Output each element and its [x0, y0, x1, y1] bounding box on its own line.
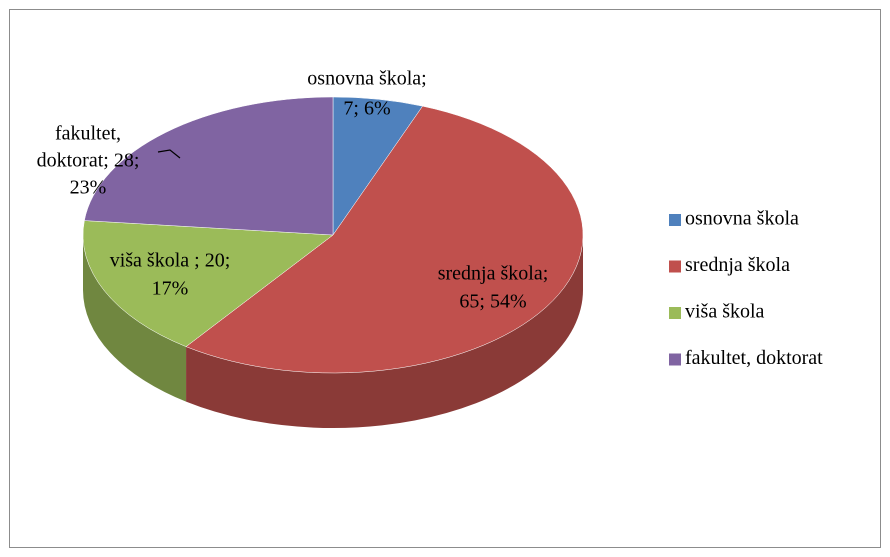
- data-label: 7; 6%: [343, 98, 390, 120]
- leader-line: [157, 149, 181, 159]
- data-labels: osnovna škola; 7; 6% srednja škola; 65; 54%…: [37, 68, 549, 313]
- legend-swatch: [669, 353, 681, 366]
- data-label: osnovna škola;: [307, 68, 426, 90]
- legend-swatch: [669, 307, 681, 319]
- data-label: 23%: [70, 177, 107, 199]
- slice-side: [83, 235, 187, 402]
- slice-side: [186, 235, 583, 429]
- legend-label: srednja škola: [685, 254, 790, 276]
- pie: [82, 96, 584, 429]
- slice: [82, 220, 334, 347]
- slice: [185, 105, 584, 374]
- legend-label: fakultet, doktorat: [685, 347, 823, 369]
- legend: osnovna škola srednja škola viša škola faku…: [669, 208, 823, 369]
- data-label: 65; 54%: [459, 291, 526, 313]
- data-label: doktorat; 28;: [37, 150, 140, 172]
- data-label: fakultet,: [55, 123, 121, 145]
- legend-label: osnovna škola: [685, 208, 799, 230]
- data-label: srednja škola;: [438, 263, 549, 285]
- legend-swatch: [669, 260, 681, 273]
- data-label: 17%: [152, 278, 189, 300]
- legend-label: viša škola: [685, 301, 765, 323]
- slice: [84, 96, 334, 236]
- legend-swatch: [669, 214, 681, 226]
- data-label: viša škola ; 20;: [110, 250, 231, 272]
